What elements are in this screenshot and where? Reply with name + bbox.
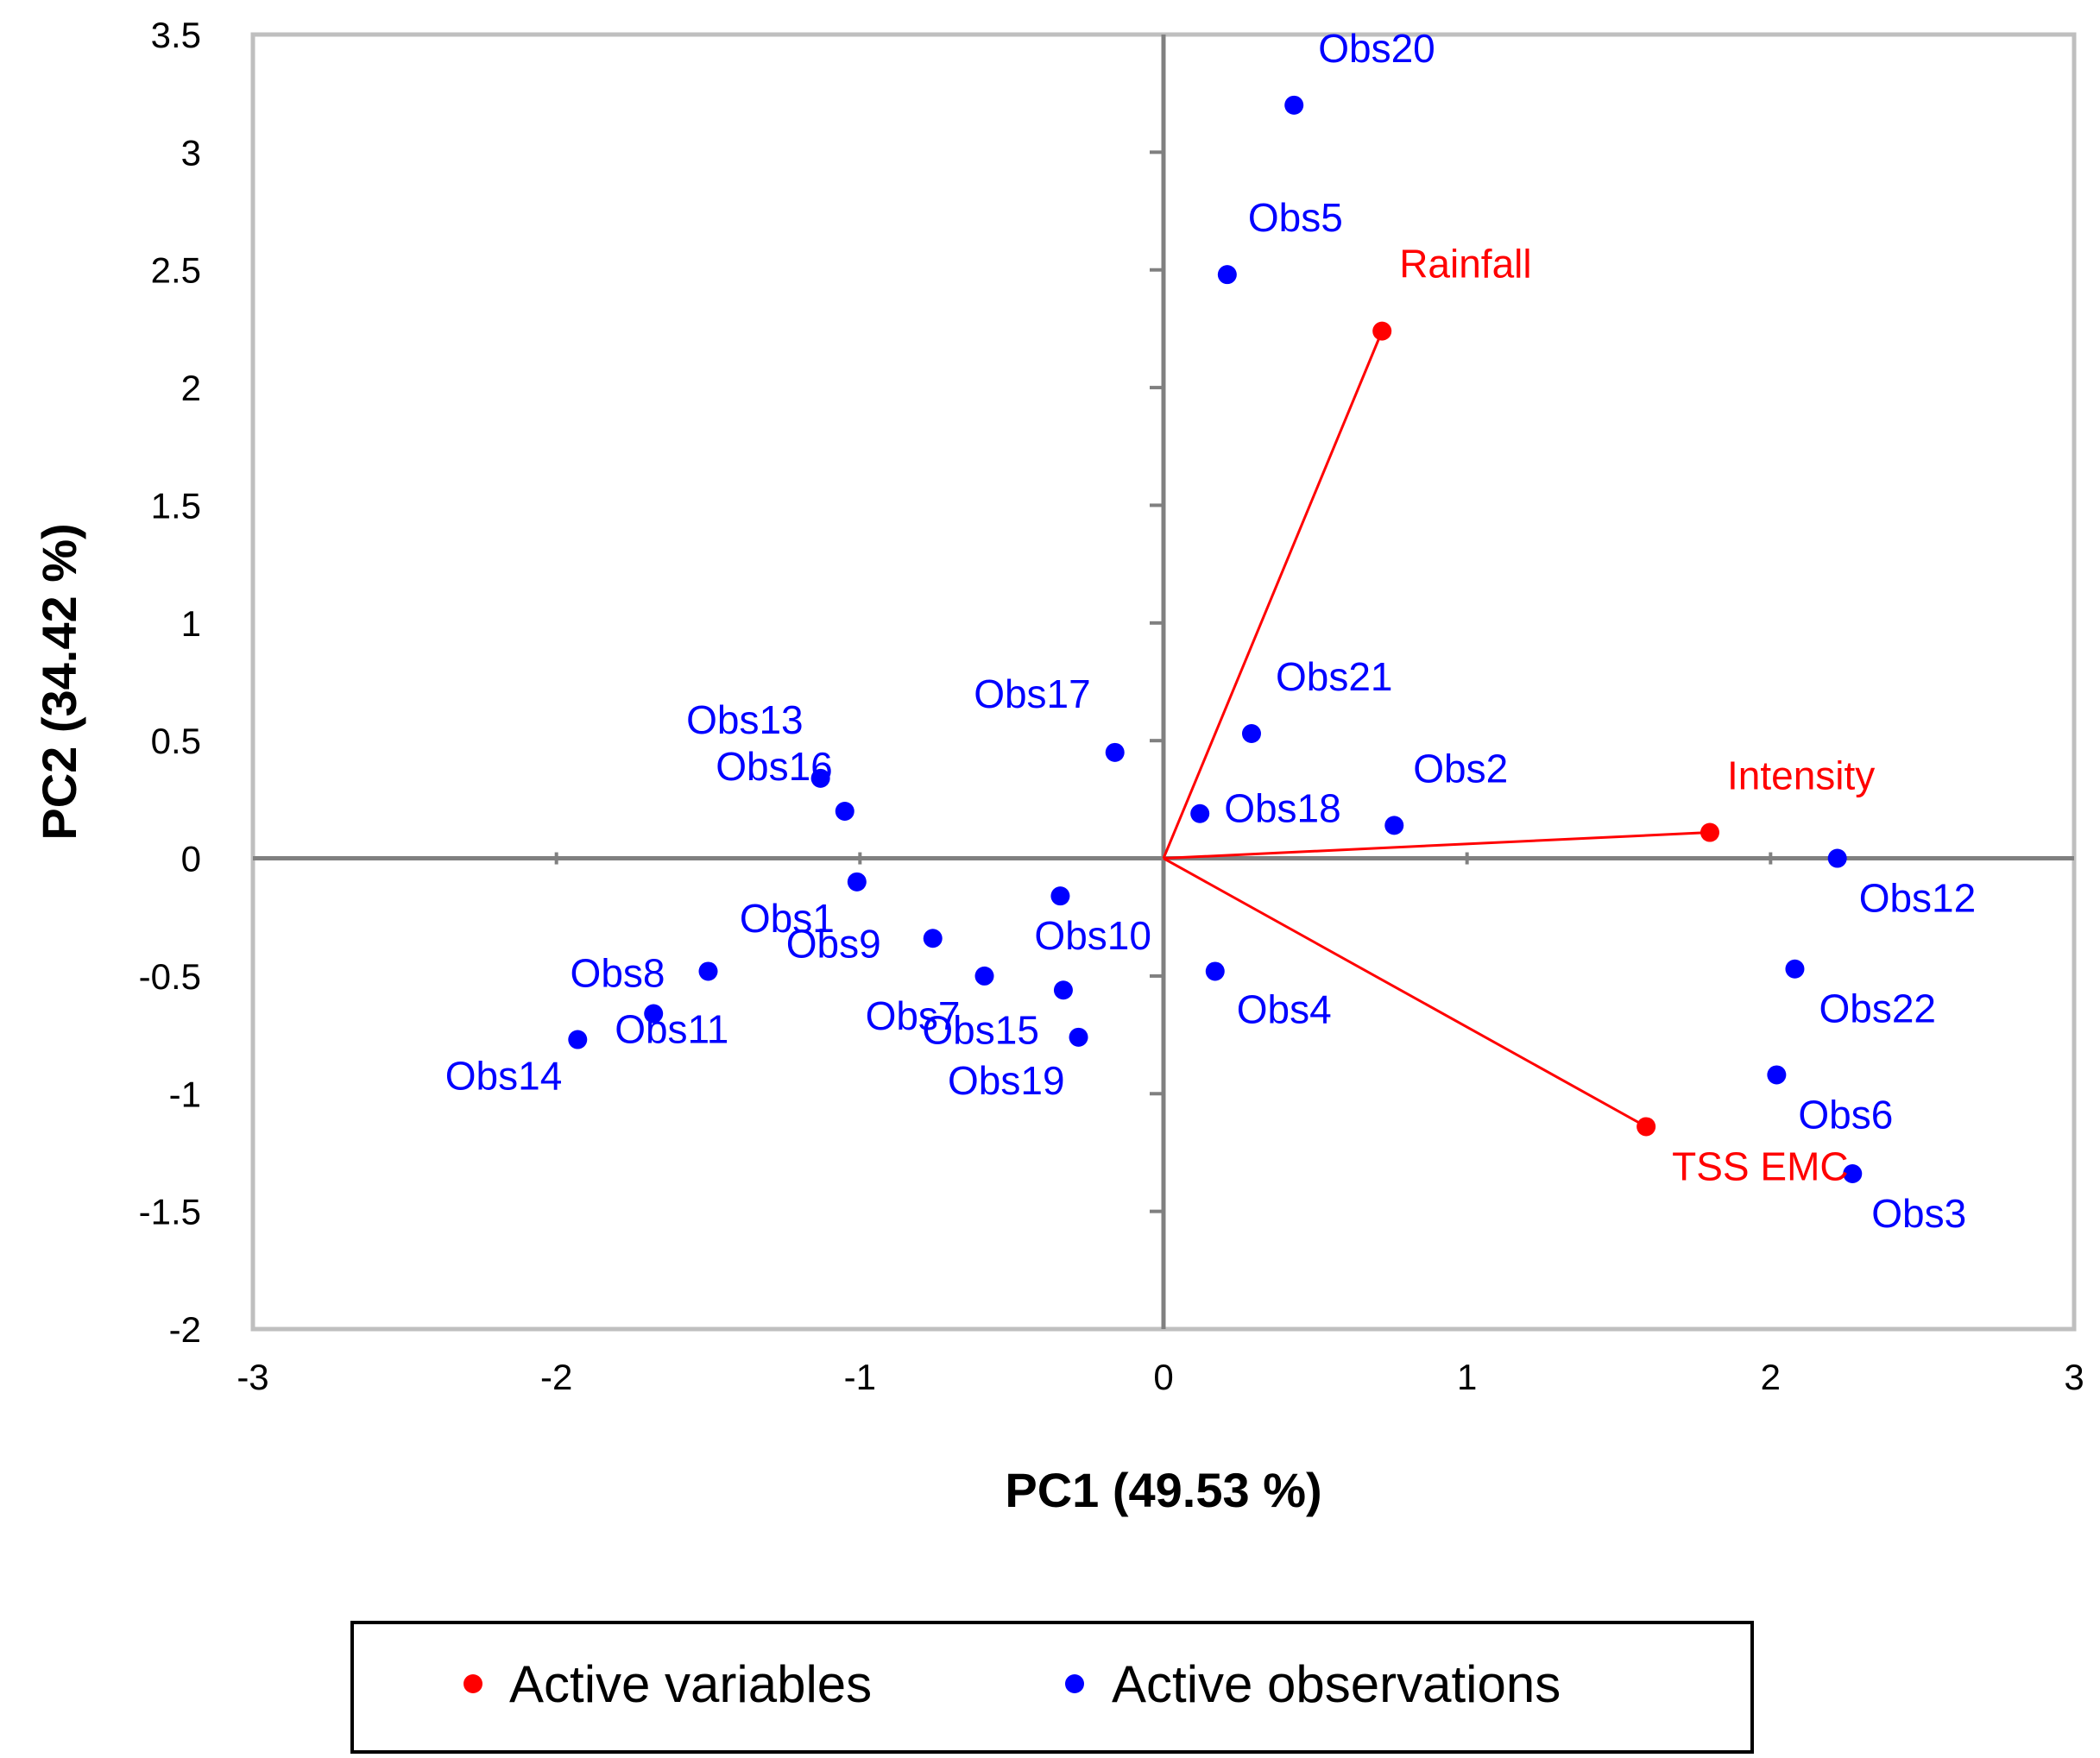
y-tick-label: 0 bbox=[181, 839, 201, 879]
y-tick-label: 3.5 bbox=[151, 15, 201, 55]
observation-label-obs4: Obs4 bbox=[1237, 986, 1332, 1031]
variable-label-rainfall: Rainfall bbox=[1399, 242, 1531, 287]
y-tick-label: 1 bbox=[181, 603, 201, 644]
observation-point-obs9 bbox=[923, 929, 943, 948]
observation-point-obs2 bbox=[1384, 816, 1404, 835]
observation-label-obs14: Obs14 bbox=[445, 1054, 563, 1099]
variable-point-intensity bbox=[1700, 822, 1719, 842]
y-tick-label: 2 bbox=[181, 368, 201, 408]
legend-marker-variables bbox=[464, 1674, 482, 1693]
observation-label-obs21: Obs21 bbox=[1276, 654, 1393, 699]
variable-label-intensity: Intensity bbox=[1727, 753, 1875, 798]
observation-label-obs9: Obs9 bbox=[786, 921, 881, 966]
x-tick-label: 3 bbox=[2064, 1357, 2084, 1397]
x-tick-label: -1 bbox=[844, 1357, 876, 1397]
variable-vector-tss-emc bbox=[1163, 857, 1647, 1128]
observation-label-obs5: Obs5 bbox=[1248, 195, 1343, 240]
observation-label-obs3: Obs3 bbox=[1871, 1191, 1966, 1236]
variable-point-tss-emc bbox=[1636, 1117, 1656, 1137]
legend-label-variables: Active variables bbox=[509, 1655, 872, 1713]
y-tick-label: -0.5 bbox=[139, 956, 201, 997]
variable-vectors bbox=[1162, 331, 1711, 1128]
x-tick-label: 0 bbox=[1153, 1357, 1173, 1397]
x-axis-title: PC1 (49.53 %) bbox=[1005, 1463, 1321, 1517]
variable-point-rainfall bbox=[1372, 321, 1392, 341]
observation-point-obs10 bbox=[1050, 886, 1070, 906]
legend-marker-observations bbox=[1065, 1674, 1084, 1693]
observation-label-obs12: Obs12 bbox=[1859, 876, 1977, 921]
observation-label-obs22: Obs22 bbox=[1819, 986, 1936, 1031]
legend: Active variables Active observations bbox=[350, 1621, 1754, 1754]
observation-label-obs11: Obs11 bbox=[615, 1007, 728, 1052]
y-tick-label: -2 bbox=[169, 1309, 201, 1350]
observation-label-obs6: Obs6 bbox=[1798, 1092, 1893, 1137]
observation-point-obs13 bbox=[810, 768, 830, 788]
observation-point-obs12 bbox=[1827, 848, 1847, 868]
observation-point-obs20 bbox=[1284, 95, 1304, 115]
tick-labels: -3 -2 -1 0 1 2 3 3.5 3 2.5 2 1.5 1 0.5 0 -0.5 -1 -1.5 -2 bbox=[139, 15, 2084, 1397]
observation-label-obs7: Obs7 bbox=[866, 993, 961, 1038]
observation-point-obs8 bbox=[698, 961, 718, 981]
observation-point-obs22 bbox=[1785, 959, 1805, 979]
observation-point-obs18 bbox=[1190, 803, 1210, 823]
observation-label-obs19: Obs19 bbox=[948, 1058, 1065, 1103]
x-tick-label: 2 bbox=[1761, 1357, 1781, 1397]
observation-point-obs21 bbox=[1241, 724, 1261, 743]
observation-point-obs6 bbox=[1767, 1065, 1787, 1085]
legend-label-observations: Active observations bbox=[1112, 1655, 1561, 1713]
x-tick-label: 1 bbox=[1457, 1357, 1477, 1397]
variable-label-tss-emc: TSS EMC bbox=[1672, 1144, 1848, 1188]
observation-point-obs4 bbox=[1205, 961, 1225, 981]
y-tick-label: -1 bbox=[169, 1074, 201, 1114]
observation-point-obs7 bbox=[974, 966, 994, 986]
data-points bbox=[568, 95, 1863, 1183]
observation-label-obs16: Obs16 bbox=[716, 744, 833, 789]
legend-box bbox=[350, 1621, 1754, 1754]
y-tick-label: 3 bbox=[181, 132, 201, 173]
x-tick-label: -2 bbox=[540, 1357, 572, 1397]
observation-label-obs8: Obs8 bbox=[571, 950, 665, 995]
observation-label-obs15: Obs15 bbox=[922, 1007, 1039, 1052]
observation-label-obs2: Obs2 bbox=[1413, 746, 1508, 791]
observation-label-obs18: Obs18 bbox=[1224, 786, 1341, 831]
observation-point-obs16 bbox=[835, 802, 855, 821]
y-tick-label: 1.5 bbox=[151, 485, 201, 526]
observation-point-obs19 bbox=[1069, 1027, 1088, 1047]
y-axis-title: PC2 (34.42 %) bbox=[32, 523, 86, 840]
y-tick-label: 0.5 bbox=[151, 721, 201, 761]
y-tick-label: 2.5 bbox=[151, 250, 201, 291]
y-tick-label: -1.5 bbox=[139, 1192, 201, 1232]
observation-point-obs3 bbox=[1843, 1164, 1863, 1183]
x-tick-label: -3 bbox=[236, 1357, 268, 1397]
observation-point-obs15 bbox=[1053, 980, 1073, 1000]
variable-vector-intensity bbox=[1163, 831, 1711, 860]
observation-label-obs20: Obs20 bbox=[1318, 26, 1435, 71]
observation-point-obs17 bbox=[1105, 742, 1125, 762]
observation-point-obs11 bbox=[644, 1004, 664, 1024]
observation-label-obs10: Obs10 bbox=[1034, 913, 1151, 958]
observation-point-obs1 bbox=[847, 872, 867, 892]
observation-label-obs13: Obs13 bbox=[686, 697, 804, 742]
observation-point-obs14 bbox=[568, 1030, 588, 1049]
observation-label-obs17: Obs17 bbox=[974, 671, 1091, 716]
variable-vector-rainfall bbox=[1162, 331, 1384, 860]
point-labels: Rainfall Intensity TSS EMC Obs20 Obs5 Obs21 Ob… bbox=[445, 26, 1976, 1236]
observation-point-obs5 bbox=[1217, 265, 1237, 285]
observation-label-obs1: Obs1 bbox=[740, 896, 835, 941]
